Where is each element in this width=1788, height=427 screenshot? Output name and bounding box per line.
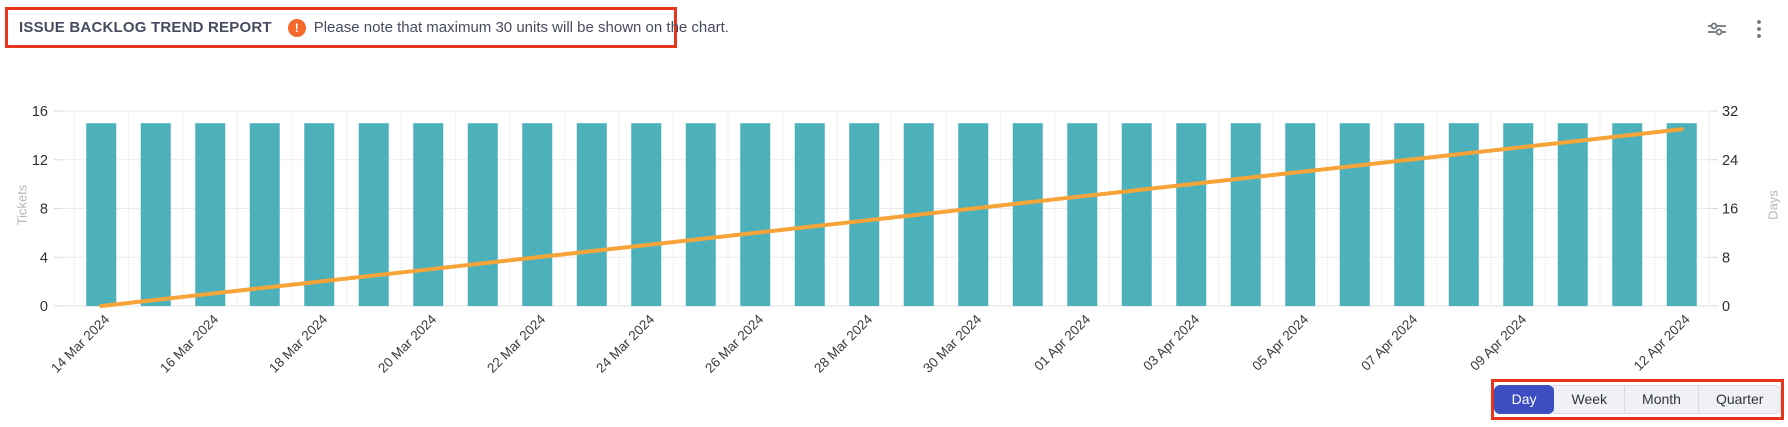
x-axis-date-label: 09 Apr 2024 bbox=[1467, 311, 1529, 373]
left-axis-tick-label: 0 bbox=[40, 299, 48, 315]
right-axis-tick-label: 0 bbox=[1722, 299, 1730, 315]
backlog-bar[interactable] bbox=[1121, 123, 1152, 306]
kebab-menu-icon[interactable] bbox=[1746, 16, 1772, 42]
backlog-bar[interactable] bbox=[249, 123, 280, 306]
x-axis-date-label: 01 Apr 2024 bbox=[1031, 311, 1093, 373]
x-axis-date-label: 20 Mar 2024 bbox=[375, 311, 440, 376]
max-units-note: Please note that maximum 30 units will b… bbox=[313, 19, 729, 36]
page-title: ISSUE BACKLOG TREND REPORT bbox=[19, 19, 272, 36]
period-toggle-group: Day Week Month Quarter bbox=[1493, 385, 1782, 414]
x-axis-date-label: 14 Mar 2024 bbox=[48, 311, 113, 376]
backlog-bar[interactable] bbox=[1503, 123, 1534, 306]
backlog-bar[interactable] bbox=[86, 123, 117, 306]
backlog-bar[interactable] bbox=[1557, 123, 1588, 306]
backlog-bar[interactable] bbox=[576, 123, 607, 306]
annotation-box-header: ISSUE BACKLOG TREND REPORT ! Please note… bbox=[5, 7, 729, 48]
backlog-bar[interactable] bbox=[1285, 123, 1316, 306]
period-button-day[interactable]: Day bbox=[1493, 385, 1555, 414]
backlog-bar[interactable] bbox=[1230, 123, 1261, 306]
backlog-bar[interactable] bbox=[522, 123, 553, 306]
x-axis-date-label: 28 Mar 2024 bbox=[811, 311, 876, 376]
backlog-bar[interactable] bbox=[631, 123, 662, 306]
days-trend-line[interactable] bbox=[99, 127, 1684, 308]
x-axis-date-label: 05 Apr 2024 bbox=[1249, 311, 1311, 373]
x-axis-date-label: 16 Mar 2024 bbox=[157, 311, 222, 376]
backlog-bar[interactable] bbox=[685, 123, 716, 306]
period-button-quarter[interactable]: Quarter bbox=[1697, 385, 1782, 414]
backlog-bar[interactable] bbox=[140, 123, 171, 306]
annotation-box-period: Day Week Month Quarter bbox=[1491, 379, 1784, 420]
backlog-bar[interactable] bbox=[467, 123, 498, 306]
left-axis-tick-label: 4 bbox=[40, 250, 48, 266]
backlog-bar[interactable] bbox=[849, 123, 880, 306]
backlog-bar[interactable] bbox=[740, 123, 771, 306]
left-axis-tick-label: 8 bbox=[40, 202, 48, 218]
right-axis-tick-label: 24 bbox=[1722, 153, 1738, 169]
backlog-bar[interactable] bbox=[794, 123, 825, 306]
x-axis-date-label: 07 Apr 2024 bbox=[1358, 311, 1420, 373]
x-axis-date-label: 24 Mar 2024 bbox=[593, 311, 658, 376]
x-axis-date-label: 26 Mar 2024 bbox=[702, 311, 767, 376]
backlog-bar[interactable] bbox=[1612, 123, 1643, 306]
backlog-bar[interactable] bbox=[304, 123, 335, 306]
right-axis-tick-label: 32 bbox=[1722, 104, 1738, 120]
backlog-bar[interactable] bbox=[413, 123, 444, 306]
period-button-month[interactable]: Month bbox=[1624, 385, 1699, 414]
backlog-bar[interactable] bbox=[958, 123, 989, 306]
backlog-bar[interactable] bbox=[1666, 123, 1697, 306]
backlog-bar[interactable] bbox=[195, 123, 226, 306]
backlog-bar[interactable] bbox=[1067, 123, 1098, 306]
x-axis-date-label: 03 Apr 2024 bbox=[1140, 311, 1202, 373]
backlog-bar[interactable] bbox=[1339, 123, 1370, 306]
backlog-trend-chart: 0 0 4 8 8 16 12 24 16 32 14 Mar 2024 16 Mar 2024 18 … bbox=[32, 104, 1738, 376]
period-button-week[interactable]: Week bbox=[1553, 385, 1626, 414]
left-axis-tick-label: 16 bbox=[32, 104, 48, 120]
x-axis-date-label: 22 Mar 2024 bbox=[484, 311, 549, 376]
x-axis-date-label: 12 Apr 2024 bbox=[1631, 311, 1693, 373]
right-axis-tick-label: 8 bbox=[1722, 250, 1730, 266]
x-axis-date-label: 30 Mar 2024 bbox=[920, 311, 985, 376]
backlog-bar[interactable] bbox=[1012, 123, 1043, 306]
chart-toolbar bbox=[1704, 16, 1772, 42]
left-axis-tick-label: 12 bbox=[32, 153, 48, 169]
backlog-bar[interactable] bbox=[1394, 123, 1425, 306]
right-axis-tick-label: 16 bbox=[1722, 202, 1738, 218]
x-axis-date-label: 18 Mar 2024 bbox=[266, 311, 331, 376]
filter-sliders-icon[interactable] bbox=[1704, 16, 1730, 42]
alert-circle-icon: ! bbox=[287, 18, 306, 37]
backlog-bar[interactable] bbox=[1176, 123, 1207, 306]
